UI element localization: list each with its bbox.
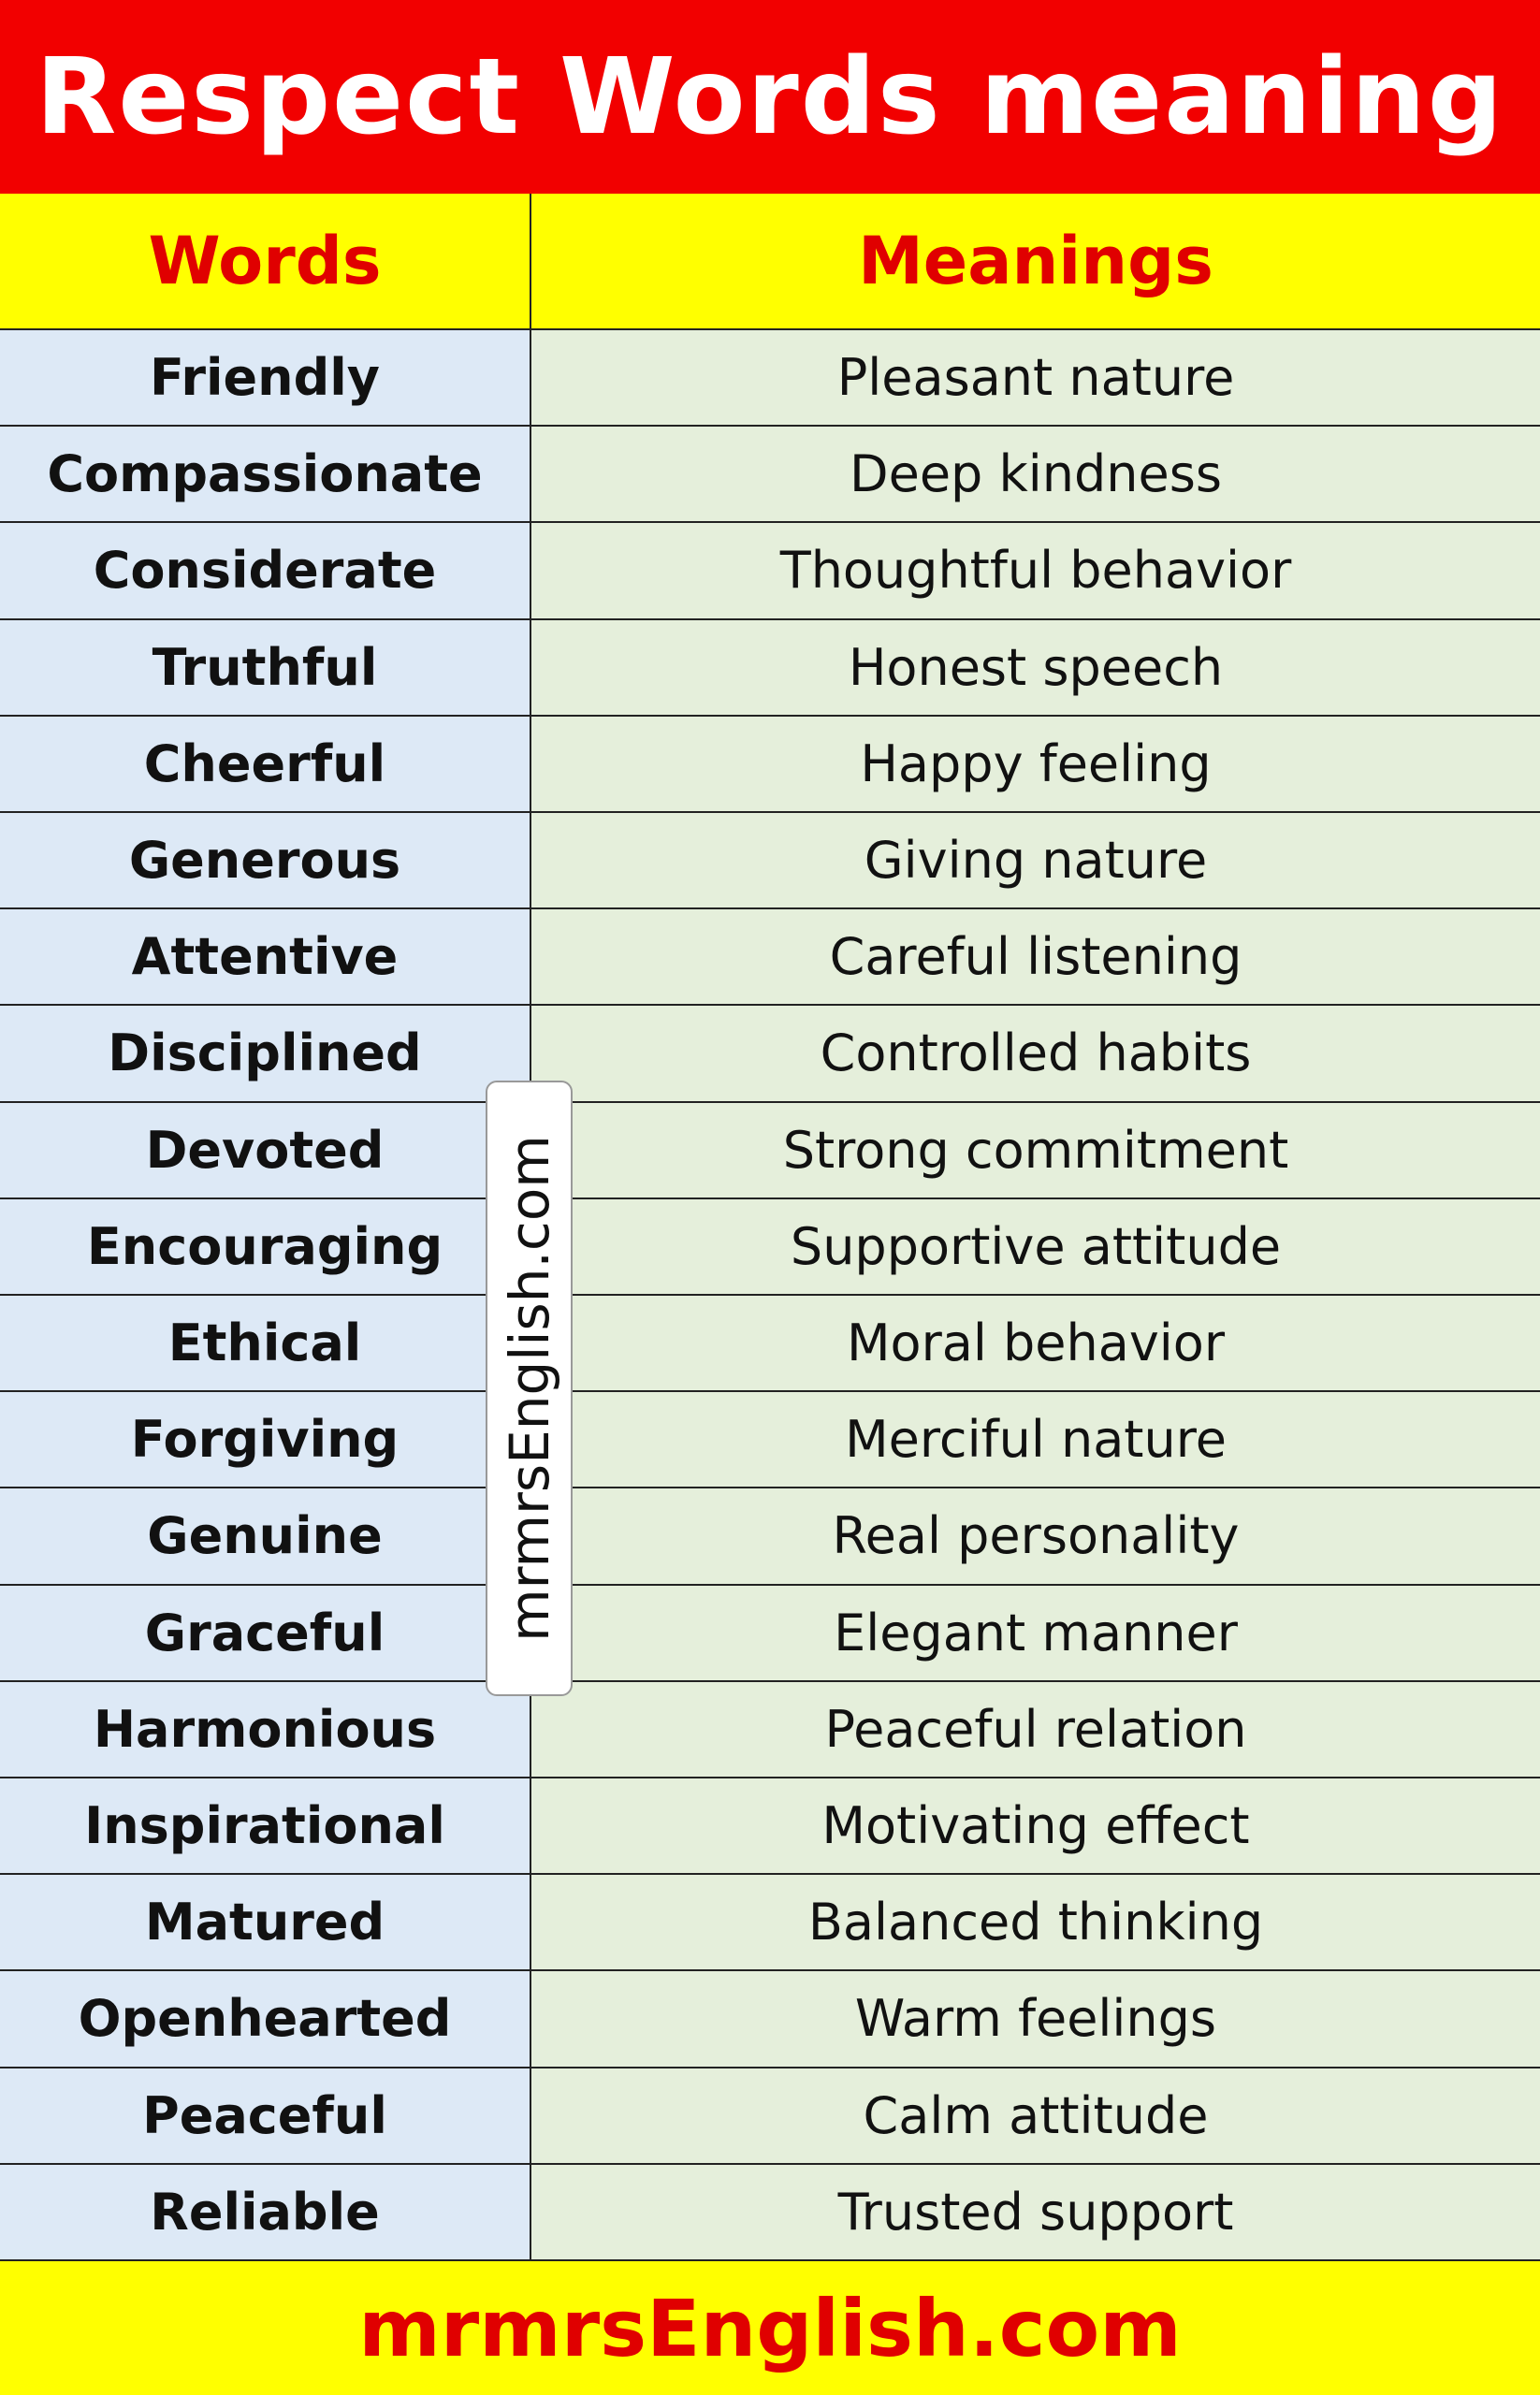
meaning-cell: Peaceful relation [531, 1681, 1540, 1778]
word-cell: Truthful [0, 619, 531, 717]
word-cell: Generous [0, 813, 531, 910]
meaning-cell: Honest speech [531, 619, 1540, 717]
word-cell: Matured [0, 1875, 531, 1972]
meaning-cell: Real personality [531, 1488, 1540, 1586]
word-cell: Graceful [0, 1585, 531, 1682]
meaning-cell: Thoughtful behavior [531, 523, 1540, 620]
meaning-cell: Merciful nature [531, 1392, 1540, 1489]
word-cell: Reliable [0, 2164, 531, 2261]
meaning-cell: Calm attitude [531, 2068, 1540, 2165]
word-cell: Encouraging [0, 1198, 531, 1296]
word-cell: Openhearted [0, 1971, 531, 2068]
word-cell: Cheerful [0, 716, 531, 813]
meaning-cell: Warm feelings [531, 1971, 1540, 2068]
meaning-cell: Giving nature [531, 813, 1540, 910]
word-cell: Ethical [0, 1296, 531, 1393]
word-cell: Disciplined [0, 1006, 531, 1103]
meaning-cell: Controlled habits [531, 1006, 1540, 1103]
word-cell: Attentive [0, 909, 531, 1007]
meaning-cell: Happy feeling [531, 716, 1540, 813]
watermark-box: mrmrsEnglish.com [486, 1081, 573, 1696]
footer: mrmrsEnglish.com [0, 2261, 1540, 2395]
column-header: Meanings [531, 194, 1540, 330]
watermark: mrmrsEnglish.com [497, 1135, 561, 1642]
word-cell: Forgiving [0, 1392, 531, 1489]
meaning-cell: Trusted support [531, 2164, 1540, 2261]
word-cell: Compassionate [0, 427, 531, 524]
meaning-cell: Motivating effect [531, 1778, 1540, 1876]
meaning-cell: Supportive attitude [531, 1198, 1540, 1296]
meaning-cell: Strong commitment [531, 1102, 1540, 1199]
meaning-cell: Elegant manner [531, 1585, 1540, 1682]
title: Respect Words meaning [0, 0, 1540, 194]
meaning-cell: Careful listening [531, 909, 1540, 1007]
word-cell: Inspirational [0, 1778, 531, 1876]
word-cell: Friendly [0, 330, 531, 428]
word-cell: Devoted [0, 1102, 531, 1199]
meaning-cell: Deep kindness [531, 427, 1540, 524]
meaning-cell: Balanced thinking [531, 1875, 1540, 1972]
word-cell: Harmonious [0, 1681, 531, 1778]
column-header: Words [0, 194, 531, 330]
word-cell: Considerate [0, 523, 531, 620]
meaning-cell: Pleasant nature [531, 330, 1540, 428]
word-cell: Peaceful [0, 2068, 531, 2165]
word-cell: Genuine [0, 1488, 531, 1586]
meaning-cell: Moral behavior [531, 1296, 1540, 1393]
